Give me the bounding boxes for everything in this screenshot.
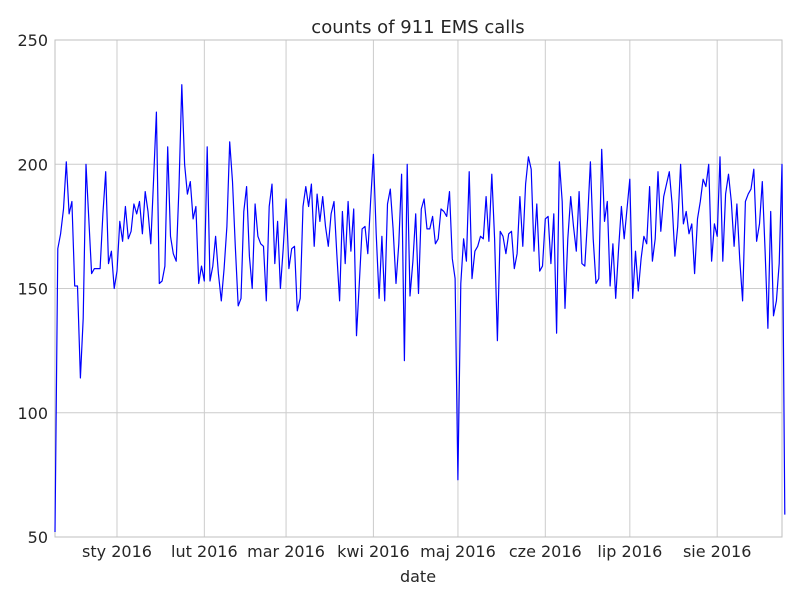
x-axis: sty 2016 lut 2016 mar 2016 kwi 2016 maj 2016…	[82, 542, 751, 561]
y-tick-label: 50	[28, 528, 48, 547]
x-tick-label: mar 2016	[247, 542, 325, 561]
chart-title: counts of 911 EMS calls	[311, 17, 524, 38]
x-axis-title: date	[400, 567, 436, 586]
y-tick-label: 200	[17, 155, 48, 174]
x-tick-label: lip 2016	[597, 542, 662, 561]
plot-area	[54, 39, 783, 538]
x-tick-label: lut 2016	[171, 542, 238, 561]
x-tick-label: maj 2016	[420, 542, 496, 561]
x-tick-label: sie 2016	[683, 542, 751, 561]
y-tick-label: 100	[17, 404, 48, 423]
series-line	[54, 84, 786, 533]
y-tick-label: 150	[17, 280, 48, 299]
x-tick-label: kwi 2016	[337, 542, 410, 561]
x-tick-label: sty 2016	[82, 542, 152, 561]
x-tick-label: cze 2016	[509, 542, 582, 561]
y-tick-label: 250	[17, 31, 48, 50]
y-axis: 50 100 150 200 250	[17, 31, 48, 547]
series-layer	[54, 84, 786, 533]
